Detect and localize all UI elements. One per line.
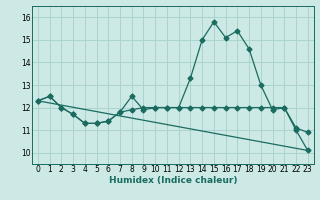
X-axis label: Humidex (Indice chaleur): Humidex (Indice chaleur) — [108, 176, 237, 185]
